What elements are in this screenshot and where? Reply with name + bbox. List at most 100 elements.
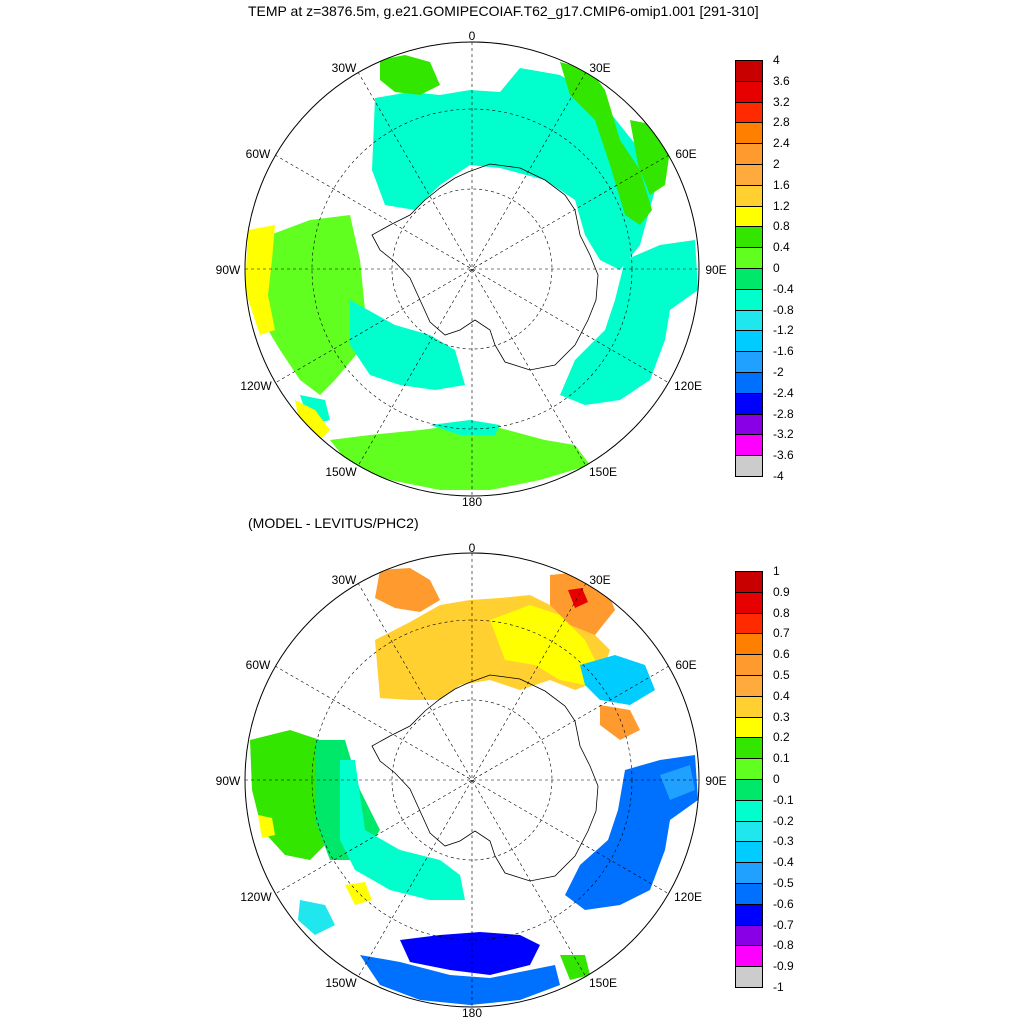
bottom-colorbar-cell [735,924,763,947]
bottom-field-south-blue [400,932,540,975]
bottom-lon-90w: 90W [215,774,241,788]
top-colorbar-cell [735,143,763,165]
top-lon-120e: 120E [673,379,703,393]
bottom-colorbar-label: -0.4 [773,855,794,870]
top-colorbar-cell [735,372,763,394]
top-colorbar-label: -2 [773,365,784,379]
bottom-lon-90e: 90E [705,774,727,788]
top-colorbar-label: 0.4 [773,240,790,255]
bottom-field-atlantic-north [375,568,440,612]
bottom-colorbar-label: -0.2 [773,813,794,828]
bottom-colorbar-cell [735,820,763,843]
top-colorbar-label: -0.8 [773,302,794,317]
top-lon-120w: 120W [240,379,272,393]
top-lon-90w: 90W [215,263,241,277]
top-field-south-band-cyan [430,420,500,435]
top-colorbar-label: -1.6 [773,344,794,359]
top-colorbar-cell [735,268,763,290]
top-map-border [244,41,700,497]
top-field-pacific-yellow-south [295,400,330,440]
difference-subtitle: (MODEL - LEVITUS/PHC2) [248,515,419,531]
top-lon-30w: 30W [331,61,357,75]
bottom-field-south-lightblue [360,955,560,1005]
bottom-colorbar-label: 0.9 [773,584,790,599]
top-lon-90e: 90E [705,263,727,277]
top-colorbar-cell [735,226,763,249]
top-colorbar-label: -2.4 [773,385,794,400]
bottom-lon-120e: 120E [673,890,703,904]
top-field-pacific-yellow [245,225,275,335]
top-colorbar-cell [735,80,763,103]
top-colorbar-cell [735,247,763,269]
top-field-south-band [330,425,590,490]
top-field-atlantic [372,68,655,270]
bottom-colorbar-label: -1 [773,980,784,994]
bottom-colorbar-cell [735,633,763,656]
bottom-colorbar-label: -0.1 [773,792,794,807]
top-lon-150e: 150E [588,465,618,479]
bottom-colorbar-label: -0.7 [773,917,794,932]
top-field-pacific-west [255,215,365,395]
bottom-colorbar-label: 0.3 [773,709,790,724]
bottom-lon-150e: 150E [588,976,618,990]
bottom-colorbar-label: 0.6 [773,647,790,662]
top-colorbar-cell [735,309,763,332]
bottom-colorbar-label: 0.4 [773,688,790,703]
top-field-atlantic-east [560,62,652,225]
bottom-lon-0: 0 [468,541,476,555]
bottom-colorbar-cell [735,758,763,780]
bottom-colorbar-label: 0.1 [773,751,790,766]
bottom-colorbar-cell [735,841,763,864]
bottom-colorbar-cell [735,571,763,593]
bottom-colorbar-cell [735,716,763,739]
top-colorbar-cell [735,330,763,353]
top-colorbar-label: -3.2 [773,427,794,442]
top-colorbar-cell [735,351,763,373]
bottom-field-south-green [560,955,590,980]
bottom-colorbar-cell [735,612,763,635]
top-colorbar-cell [735,101,763,124]
top-colorbar-label: 3.6 [773,73,790,88]
top-colorbar-label: -1.2 [773,323,794,338]
bottom-field-atlantic-yellow [490,605,600,685]
bottom-lon-30w: 30W [331,573,357,587]
bottom-colorbar-label: -0.8 [773,938,794,953]
top-field-indian [560,240,698,405]
bottom-field-pacific-cyan [340,760,465,900]
top-lon-150w: 150W [325,465,357,479]
bottom-colorbar-cell [735,903,763,926]
top-field-pacific-central [350,300,465,390]
top-colorbar-label: 1.2 [773,198,790,213]
top-colorbar-cell [735,434,763,457]
top-colorbar-cell [735,413,763,436]
top-polar-map [245,42,699,496]
bottom-colorbar-cell [735,675,763,697]
top-colorbar-label: 0.8 [773,219,790,234]
bottom-lon-60e: 60E [675,658,697,672]
top-colorbar-cell [735,455,763,477]
bottom-lon-60w: 60W [245,658,271,672]
top-colorbar-label: 4 [773,53,780,67]
bottom-lon-180: 180 [461,1006,483,1020]
bottom-colorbar-cell [735,966,763,988]
top-colorbar-label: -3.6 [773,448,794,463]
bottom-colorbar-label: 0.2 [773,730,790,745]
top-colorbar-cell [735,184,763,207]
top-colorbar-label: 0 [773,261,780,275]
bottom-colorbar-label: 0 [773,772,780,786]
bottom-map-border [244,552,700,1008]
top-lon-30e: 30E [589,61,611,75]
bottom-lon-30e: 30E [589,573,611,587]
top-lon-180: 180 [461,495,483,509]
bottom-field-pacific-south-cyan [298,900,335,935]
bottom-field-atlantic-hotspot [568,588,588,608]
top-colorbar-cell [735,288,763,311]
bottom-field-pacific-west-yellow [258,815,275,838]
top-colorbar-label: 1.6 [773,177,790,192]
top-colorbar-label: 2.8 [773,115,790,130]
bottom-colorbar-label: -0.3 [773,834,794,849]
bottom-lon-150w: 150W [325,976,357,990]
top-colorbar-label: 3.2 [773,94,790,109]
bottom-colorbar-cell [735,883,763,905]
